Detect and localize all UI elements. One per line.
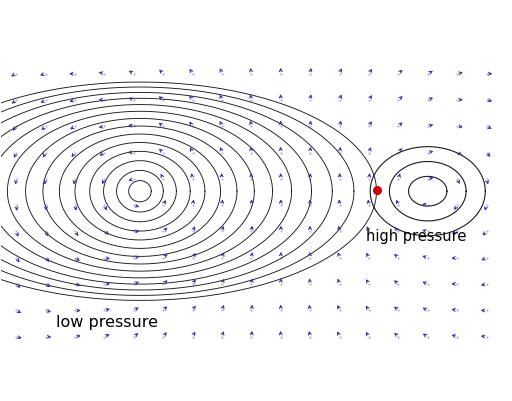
Text: high pressure: high pressure [366, 229, 466, 244]
Text: low pressure: low pressure [56, 315, 158, 330]
